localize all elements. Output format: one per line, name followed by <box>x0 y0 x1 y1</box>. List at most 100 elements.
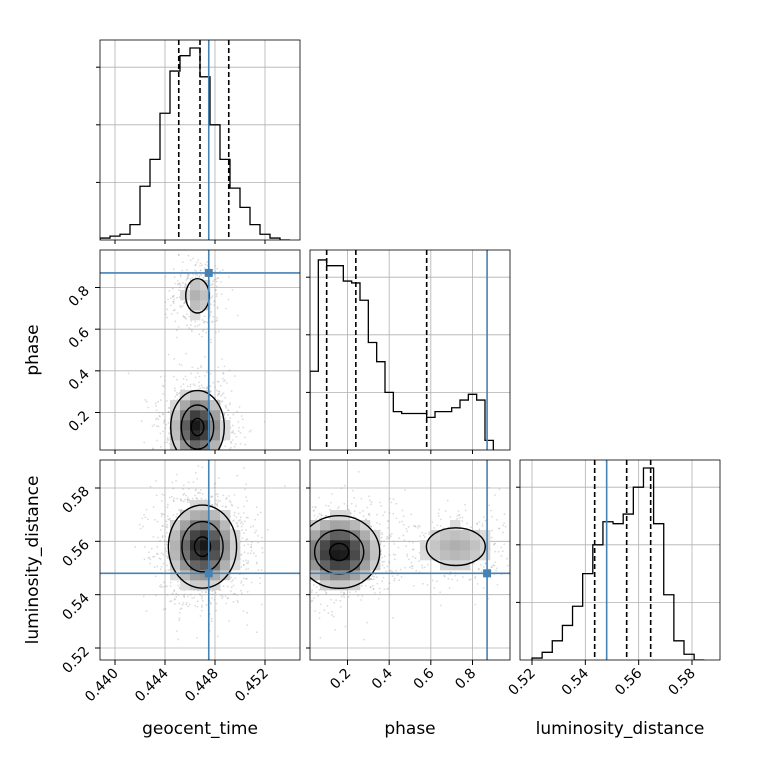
sample-point <box>210 462 212 464</box>
sample-point <box>213 273 216 276</box>
sample-point <box>338 505 340 508</box>
sample-point <box>145 508 148 511</box>
sample-point <box>195 488 197 491</box>
sample-point <box>193 596 196 599</box>
sample-point <box>179 473 181 475</box>
sample-point <box>228 403 231 406</box>
sample-point <box>173 357 176 360</box>
sample-point <box>372 588 375 590</box>
sample-point <box>476 582 479 585</box>
sample-point <box>232 579 234 582</box>
sample-point <box>237 601 239 604</box>
sample-point <box>210 617 213 620</box>
sample-point <box>200 609 203 612</box>
sample-point <box>313 509 315 512</box>
sample-point <box>408 540 411 543</box>
sample-point <box>159 540 161 542</box>
sample-point <box>164 301 167 304</box>
density-cell <box>170 560 181 571</box>
sample-point <box>183 455 185 457</box>
sample-point <box>230 528 233 531</box>
density-cell <box>180 510 191 521</box>
sample-point <box>256 535 259 537</box>
sample-point <box>523 558 525 560</box>
sample-point <box>204 263 207 266</box>
sample-point <box>407 525 410 528</box>
sample-point <box>380 553 383 556</box>
sample-point <box>199 470 201 472</box>
sample-point <box>169 460 171 462</box>
sample-point <box>353 496 356 499</box>
density-cell <box>190 310 201 321</box>
sample-point <box>182 466 184 468</box>
sample-point <box>176 513 178 515</box>
sample-point <box>271 544 273 546</box>
sample-point <box>236 474 239 477</box>
sample-point <box>161 412 164 415</box>
sample-point <box>220 384 222 387</box>
density-cell <box>320 550 331 561</box>
sample-point <box>317 496 320 499</box>
sample-point <box>196 605 199 608</box>
sample-point <box>194 376 197 379</box>
sample-point <box>224 445 226 448</box>
truth-marker <box>204 569 213 578</box>
sample-point <box>166 453 168 455</box>
sample-point <box>181 304 184 307</box>
sample-point <box>451 578 453 581</box>
sample-point <box>405 545 408 547</box>
sample-point <box>254 518 256 521</box>
sample-point <box>177 254 180 256</box>
sample-point <box>198 323 201 326</box>
sample-point <box>155 552 158 555</box>
sample-point <box>302 588 304 590</box>
sample-point <box>423 536 426 538</box>
sample-point <box>406 530 409 533</box>
sample-point <box>301 588 303 590</box>
sample-point <box>295 568 297 570</box>
sample-point <box>391 571 394 573</box>
sample-point <box>156 417 158 420</box>
sample-point <box>437 512 440 515</box>
sample-point <box>224 411 226 414</box>
density-cell <box>200 510 211 521</box>
density-cell <box>190 520 201 531</box>
sample-point <box>303 552 305 554</box>
sample-point <box>422 534 425 537</box>
sample-point <box>175 595 178 598</box>
sample-point <box>192 452 194 454</box>
contour-line <box>181 520 224 573</box>
sample-point <box>215 293 218 295</box>
sample-point <box>444 510 447 512</box>
sample-point <box>436 524 439 527</box>
sample-point <box>206 385 209 388</box>
sample-point <box>168 432 170 435</box>
sample-point <box>185 603 188 606</box>
sample-point <box>474 575 477 578</box>
sample-point <box>167 353 170 356</box>
sample-point <box>503 522 505 525</box>
sample-point <box>248 430 251 433</box>
sample-point <box>207 451 209 453</box>
sample-point <box>291 546 293 548</box>
sample-point <box>294 567 296 569</box>
density-cell <box>190 530 201 541</box>
sample-point <box>188 315 191 318</box>
y-tick-label: 0.2 <box>66 408 93 435</box>
sample-point <box>242 426 245 429</box>
density-cell <box>430 540 441 551</box>
sample-point <box>239 518 242 521</box>
sample-point <box>168 496 171 499</box>
sample-point <box>154 575 157 578</box>
sample-point <box>177 453 179 455</box>
sample-point <box>302 492 304 494</box>
sample-point <box>177 584 179 587</box>
sample-point <box>335 599 338 602</box>
sample-point <box>183 452 185 454</box>
sample-point <box>202 328 205 331</box>
sample-point <box>188 603 191 606</box>
sample-point <box>380 550 382 552</box>
sample-point <box>225 382 228 384</box>
sample-point <box>199 450 201 452</box>
sample-point <box>213 278 216 281</box>
